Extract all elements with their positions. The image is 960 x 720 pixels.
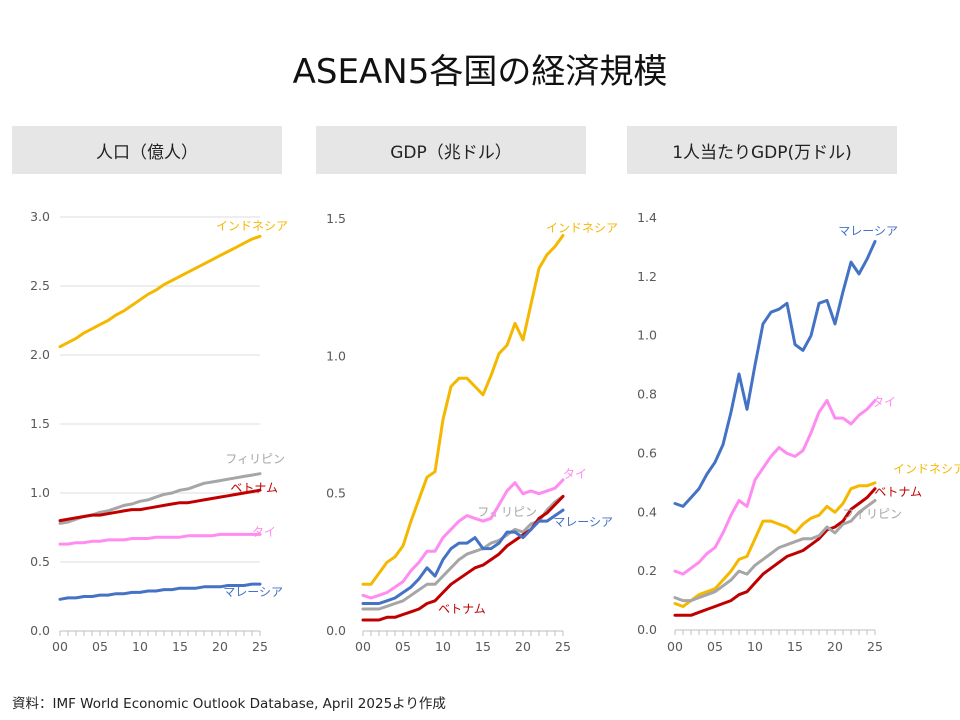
series-line-malaysia bbox=[673, 240, 877, 508]
y-tick-label: 1.5 bbox=[326, 211, 346, 226]
x-tick-label: 25 bbox=[252, 639, 268, 654]
y-tick-label: 0.0 bbox=[30, 623, 50, 638]
series-label-indonesia: インドネシア bbox=[216, 219, 288, 233]
x-tick-label: 15 bbox=[475, 639, 491, 654]
y-tick-label: 1.0 bbox=[326, 348, 346, 363]
series-label-malaysia: マレーシア bbox=[553, 515, 613, 529]
series-line-indonesia bbox=[361, 234, 565, 586]
panel-title-gdp-per-capita: 1人当たりGDP(万ドル) bbox=[627, 126, 897, 174]
series-line-philippines bbox=[673, 499, 877, 603]
series-label-thailand: タイ bbox=[252, 525, 276, 539]
x-tick-label: 05 bbox=[92, 639, 108, 654]
population-chart: 0.0 0.5 1.0 1.5 2.0 2.5 3.0 00 05 10 15 20 25 インドネシアフ… bbox=[30, 209, 288, 654]
x-tick-label: 20 bbox=[827, 639, 843, 654]
x-tick-label: 00 bbox=[667, 639, 683, 654]
series-label-vietnam: ベトナム bbox=[438, 602, 486, 616]
series-label-malaysia: マレーシア bbox=[223, 585, 283, 599]
series-line-vietnam bbox=[58, 488, 262, 523]
x-tick-label: 20 bbox=[212, 639, 228, 654]
y-tick-label: 1.2 bbox=[637, 269, 657, 284]
x-tick-label: 05 bbox=[395, 639, 411, 654]
y-tick-label: 0.0 bbox=[637, 622, 657, 637]
y-tick-label: 2.5 bbox=[30, 278, 50, 293]
panel-title-gdp: GDP（兆ドル） bbox=[316, 126, 586, 174]
series-line-thailand bbox=[361, 478, 565, 600]
series-label-thailand: タイ bbox=[872, 395, 896, 409]
gdp-per-capita-chart: 0.0 0.2 0.4 0.6 0.8 1.0 1.2 1.4 00 05 10 15 20 25 マレーシ… bbox=[637, 210, 960, 654]
y-tick-label: 1.4 bbox=[637, 210, 657, 225]
series-line-indonesia bbox=[58, 234, 262, 349]
y-tick-label: 2.0 bbox=[30, 347, 50, 362]
y-tick-label: 0.2 bbox=[637, 563, 657, 578]
page-title: ASEAN5各国の経済規模 bbox=[292, 52, 668, 92]
series-label-philippines: フィリピン bbox=[225, 452, 285, 466]
series-label-vietnam: ベトナム bbox=[230, 481, 278, 495]
y-tick-label: 1.5 bbox=[30, 416, 50, 431]
series-label-philippines: フィリピン bbox=[477, 505, 537, 519]
x-tick-label: 25 bbox=[867, 639, 883, 654]
series-line-malaysia bbox=[58, 582, 262, 601]
x-tick-label: 05 bbox=[707, 639, 723, 654]
x-tick-label: 20 bbox=[515, 639, 531, 654]
y-tick-label: 1.0 bbox=[30, 485, 50, 500]
x-tick-label: 00 bbox=[355, 639, 371, 654]
panel-title-population: 人口（億人） bbox=[12, 126, 282, 174]
x-tick-label: 10 bbox=[747, 639, 763, 654]
series-label-philippines: フィリピン bbox=[842, 507, 902, 521]
series-label-malaysia: マレーシア bbox=[838, 224, 898, 238]
x-tick-label: 10 bbox=[435, 639, 451, 654]
series-line-vietnam bbox=[673, 487, 877, 617]
y-tick-label: 0.5 bbox=[30, 554, 50, 569]
y-tick-label: 0.5 bbox=[326, 486, 346, 501]
series-line-malaysia bbox=[361, 508, 565, 605]
y-tick-label: 0.4 bbox=[637, 504, 657, 519]
y-tick-label: 1.0 bbox=[637, 328, 657, 343]
x-tick-label: 15 bbox=[787, 639, 803, 654]
series-line-thailand bbox=[58, 532, 262, 546]
y-tick-label: 0.8 bbox=[637, 387, 657, 402]
series-line-philippines bbox=[361, 494, 565, 611]
series-label-thailand: タイ bbox=[563, 467, 587, 481]
x-tick-label: 15 bbox=[172, 639, 188, 654]
series-label-indonesia: インドネシア bbox=[893, 462, 960, 476]
series-label-indonesia: インドネシア bbox=[546, 221, 618, 235]
y-tick-label: 0.6 bbox=[637, 445, 657, 460]
x-tick-label: 10 bbox=[132, 639, 148, 654]
x-tick-label: 25 bbox=[555, 639, 571, 654]
y-tick-label: 3.0 bbox=[30, 209, 50, 224]
x-tick-label: 00 bbox=[52, 639, 68, 654]
y-tick-label: 0.0 bbox=[326, 623, 346, 638]
series-label-vietnam: ベトナム bbox=[874, 485, 922, 499]
series-line-indonesia bbox=[673, 481, 877, 608]
source-note: 資料：IMF World Economic Outlook Database, … bbox=[12, 696, 446, 712]
series-line-thailand bbox=[673, 399, 877, 576]
